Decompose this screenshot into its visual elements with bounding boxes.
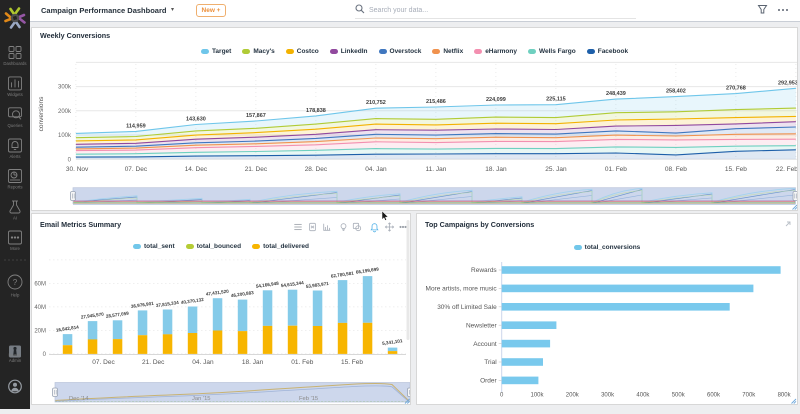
svg-text:143,630: 143,630 [186, 117, 206, 123]
svg-text:800k: 800k [778, 393, 792, 399]
svg-text:More artists, more music: More artists, more music [426, 286, 498, 293]
svg-text:157,867: 157,867 [246, 113, 266, 119]
svg-text:224,099: 224,099 [486, 97, 506, 103]
svg-text:Dec '14: Dec '14 [69, 396, 89, 402]
svg-text:20M: 20M [34, 328, 46, 334]
svg-text:258,402: 258,402 [666, 89, 686, 95]
svg-text:08. Feb: 08. Feb [665, 166, 687, 173]
svg-text:18. Jan: 18. Jan [242, 359, 264, 366]
svg-text:54,166,948: 54,166,948 [256, 281, 280, 289]
svg-text:Feb '15: Feb '15 [299, 396, 318, 402]
svg-text:18. Jan: 18. Jan [485, 166, 507, 173]
svg-text:5,341,101: 5,341,101 [382, 338, 403, 346]
svg-text:01. Feb: 01. Feb [605, 166, 627, 173]
svg-text:Dashboards: Dashboards [3, 61, 26, 66]
svg-text:Jan '15: Jan '15 [192, 396, 211, 402]
svg-text:Widgets: Widgets [7, 92, 23, 97]
svg-text:400k: 400k [636, 393, 650, 399]
svg-text:21. Dec: 21. Dec [142, 359, 165, 366]
svg-text:Trial: Trial [484, 359, 497, 366]
svg-text:01. Feb: 01. Feb [291, 359, 313, 366]
svg-text:27,945,570: 27,945,570 [81, 311, 105, 319]
svg-text:60M: 60M [34, 281, 46, 287]
svg-text:15. Feb: 15. Feb [341, 359, 363, 366]
svg-text:0: 0 [500, 393, 504, 399]
svg-text:0: 0 [43, 352, 47, 358]
svg-text:36,976,901: 36,976,901 [131, 301, 155, 309]
svg-text:37,815,334: 37,815,334 [156, 300, 180, 308]
svg-text:700k: 700k [742, 393, 756, 399]
svg-text:Newsletter: Newsletter [466, 322, 498, 329]
svg-text:Order: Order [480, 378, 497, 385]
svg-text:300k: 300k [601, 393, 615, 399]
svg-text:04. Jan: 04. Jan [365, 166, 387, 173]
svg-text:21. Dec: 21. Dec [245, 166, 268, 173]
svg-text:AI: AI [13, 216, 17, 221]
svg-text:30% off Limited Sale: 30% off Limited Sale [437, 304, 497, 311]
svg-text:conversions: conversions [38, 96, 45, 131]
svg-text:More: More [10, 246, 20, 251]
svg-text:40M: 40M [34, 305, 46, 311]
svg-text:248,439: 248,439 [606, 91, 626, 97]
svg-text:54,615,344: 54,615,344 [281, 280, 305, 288]
svg-text:215,486: 215,486 [426, 99, 446, 105]
svg-text:292,953: 292,953 [778, 80, 797, 86]
svg-text:28,577,059: 28,577,059 [106, 311, 130, 319]
svg-text:22. Feb: 22. Feb [776, 166, 797, 173]
svg-text:Admin: Admin [9, 358, 22, 363]
svg-text:30. Nov: 30. Nov [66, 166, 89, 173]
svg-text:04. Jan: 04. Jan [192, 359, 214, 366]
svg-text:53,983,971: 53,983,971 [306, 281, 330, 289]
svg-text:16,842,814: 16,842,814 [56, 324, 80, 332]
svg-text:300k: 300k [58, 85, 72, 91]
svg-text:25. Jan: 25. Jan [545, 166, 567, 173]
svg-text:270,768: 270,768 [726, 86, 746, 92]
svg-text:Reports: Reports [7, 185, 22, 190]
svg-text:46,200,883: 46,200,883 [231, 290, 255, 298]
svg-text:Knowl.: Knowl. [9, 353, 22, 358]
svg-text:500k: 500k [672, 393, 686, 399]
svg-text:Queries: Queries [7, 123, 22, 128]
svg-text:11. Jan: 11. Jan [425, 166, 446, 173]
svg-text:15. Feb: 15. Feb [725, 166, 747, 173]
svg-text:Rewards: Rewards [471, 267, 497, 274]
svg-text:100k: 100k [58, 133, 72, 139]
svg-text:210,752: 210,752 [366, 100, 386, 106]
svg-text:07. Dec: 07. Dec [125, 166, 148, 173]
svg-text:47,431,520: 47,431,520 [206, 289, 230, 297]
svg-text:178,838: 178,838 [306, 108, 326, 114]
svg-text:200k: 200k [566, 393, 580, 399]
svg-text:100k: 100k [530, 393, 544, 399]
svg-text:0: 0 [68, 157, 72, 163]
svg-text:40,370,132: 40,370,132 [181, 297, 205, 305]
svg-text:?: ? [13, 278, 18, 287]
svg-text:14. Dec: 14. Dec [185, 166, 208, 173]
svg-text:28. Dec: 28. Dec [305, 166, 328, 173]
svg-text:Alerts: Alerts [10, 154, 21, 159]
svg-text:66,199,699: 66,199,699 [356, 266, 380, 274]
svg-text:Account: Account [473, 341, 497, 348]
svg-text:Help: Help [11, 293, 20, 298]
svg-text:114,959: 114,959 [126, 123, 146, 129]
svg-text:200k: 200k [58, 109, 72, 115]
svg-text:07. Dec: 07. Dec [92, 359, 115, 366]
svg-text:62,780,581: 62,780,581 [331, 270, 355, 278]
svg-text:600k: 600k [707, 393, 721, 399]
svg-text:225,115: 225,115 [546, 97, 566, 103]
